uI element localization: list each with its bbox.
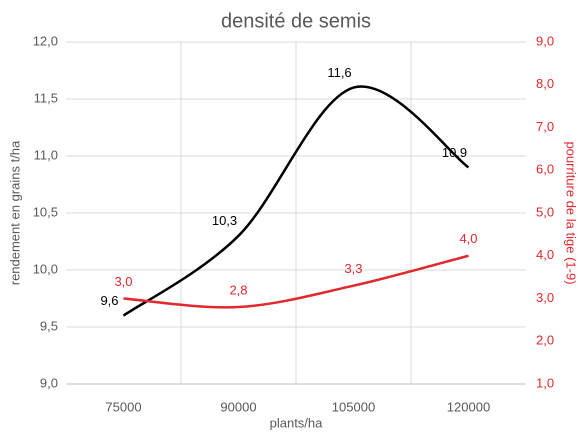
y2-tick-label: 3,0 bbox=[536, 290, 554, 305]
y-tick-label: 11,0 bbox=[34, 147, 58, 162]
y-tick-label: 10,5 bbox=[33, 204, 58, 219]
chart-title: densité de semis bbox=[221, 10, 371, 32]
y-tick-label: 9,0 bbox=[40, 375, 58, 390]
y-tick-label: 12,0 bbox=[33, 33, 58, 48]
line-series bbox=[123, 254, 469, 309]
data-label: 2,8 bbox=[229, 282, 247, 297]
y-tick-label: 10,0 bbox=[33, 261, 58, 276]
x-tick-label: 90000 bbox=[220, 399, 256, 414]
y2-tick-label: 7,0 bbox=[536, 119, 554, 134]
data-label: 3,0 bbox=[114, 274, 132, 289]
data-label: 3,3 bbox=[344, 261, 362, 276]
y2-tick-label: 1,0 bbox=[536, 375, 554, 390]
y2-tick-label: 4,0 bbox=[536, 247, 554, 262]
line-series bbox=[122, 85, 470, 317]
y-axis-title: rendement en grains t/ha bbox=[7, 140, 22, 285]
y2-axis-title: pourriture de la tige (1-9) bbox=[564, 141, 579, 284]
y-tick-label: 9,5 bbox=[40, 318, 58, 333]
data-label: 10,3 bbox=[212, 213, 237, 228]
x-axis-title: plants/ha bbox=[270, 415, 324, 430]
y2-tick-label: 6,0 bbox=[536, 162, 554, 177]
y2-tick-label: 8,0 bbox=[536, 76, 554, 91]
y2-tick-label: 2,0 bbox=[536, 333, 554, 348]
data-label: 11,6 bbox=[327, 65, 351, 80]
data-label: 9,6 bbox=[100, 293, 118, 308]
y-tick-label: 11,5 bbox=[34, 90, 58, 105]
y2-tick-label: 5,0 bbox=[536, 204, 554, 219]
x-tick-label: 105000 bbox=[332, 399, 375, 414]
data-label: 4,0 bbox=[459, 231, 477, 246]
x-tick-label: 75000 bbox=[105, 399, 141, 414]
x-tick-label: 120000 bbox=[447, 399, 490, 414]
y2-tick-label: 9,0 bbox=[536, 33, 554, 48]
data-label: 10,9 bbox=[442, 145, 467, 160]
